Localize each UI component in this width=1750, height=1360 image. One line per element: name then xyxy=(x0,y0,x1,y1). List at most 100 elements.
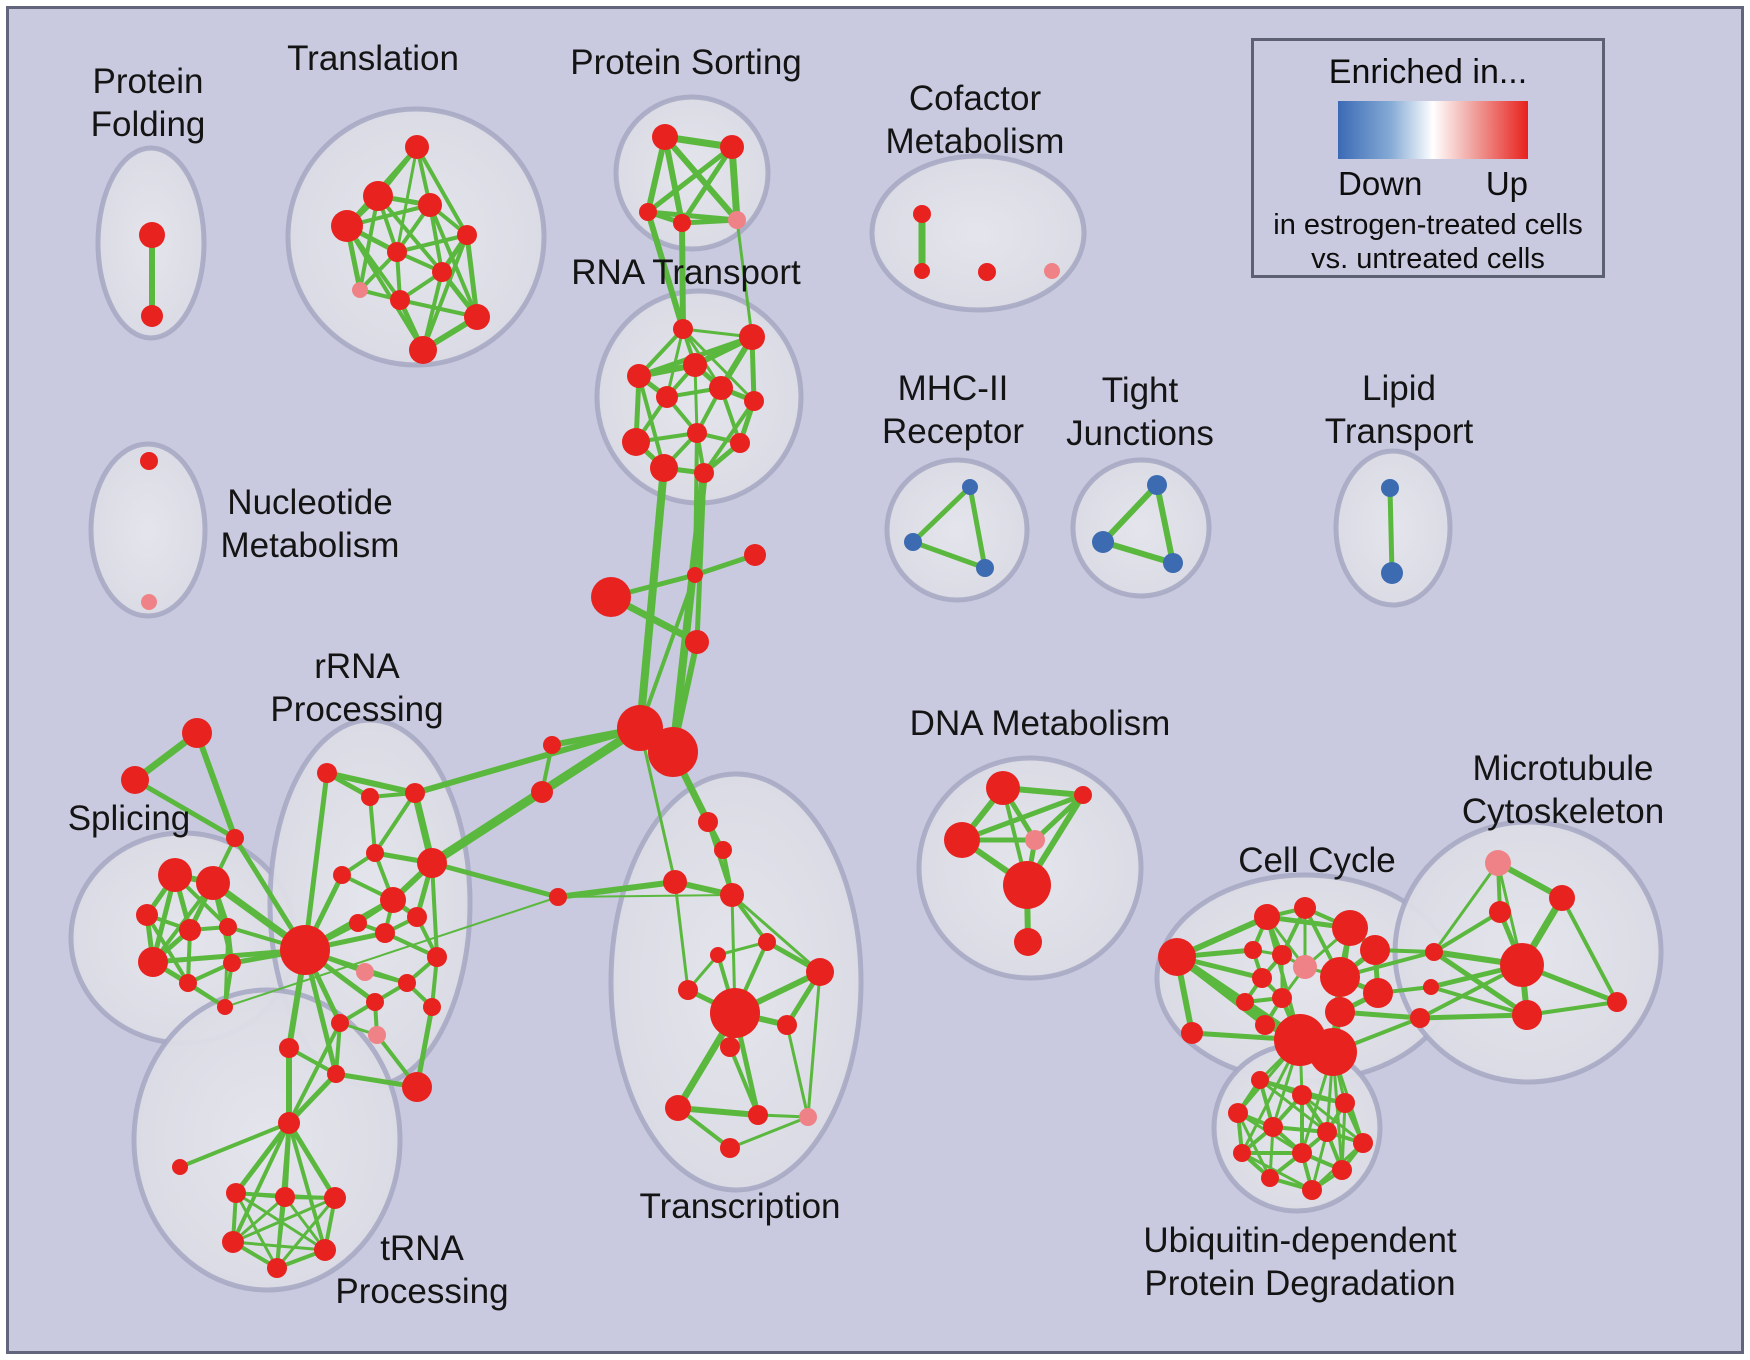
edge-trna_processing xyxy=(231,1196,337,1244)
cluster-label-protein_sorting: Protein Sorting xyxy=(570,43,802,82)
gene-set-node-down xyxy=(1163,553,1183,573)
cluster-label-ubiquitin_degradation: Ubiquitin-dependent Protein Degradation xyxy=(1143,1221,1457,1303)
edge-rna_transport xyxy=(702,399,756,475)
gene-set-node-up xyxy=(1294,897,1316,919)
gene-set-node-up xyxy=(1292,1143,1312,1163)
gene-set-node-up xyxy=(543,736,561,754)
gene-set-node-up xyxy=(464,304,490,330)
edge-translation xyxy=(395,145,419,254)
gene-set-node-up xyxy=(1236,993,1254,1011)
gene-set-node-up xyxy=(1309,1028,1357,1076)
gene-set-node-up xyxy=(333,866,351,884)
edge-link-microtubule_cytoskeleton-cell_cycle xyxy=(1432,861,1500,954)
edge-link-rna_transport-protein_sorting xyxy=(645,209,686,332)
gene-set-node-weak-up xyxy=(356,963,374,981)
gene-set-node-up xyxy=(363,181,393,211)
cluster-ellipse-mhc_ii_receptor xyxy=(884,457,1030,603)
gene-set-node-up xyxy=(219,918,237,936)
gene-set-node-up xyxy=(1423,979,1439,995)
gene-set-node-up xyxy=(1425,943,1443,961)
gene-set-node-up xyxy=(1549,885,1575,911)
gene-set-node-up xyxy=(141,305,163,327)
gene-set-node-up xyxy=(1272,988,1292,1008)
edge-link-rna_transport-free xyxy=(694,470,707,645)
cluster-label-nucleotide_metabolism: Nucleotide Metabolism xyxy=(221,483,400,565)
gene-set-node-up xyxy=(1332,1160,1352,1180)
gene-set-node-up xyxy=(678,980,698,1000)
gene-set-node-up xyxy=(457,225,477,245)
edge-microtubule_cytoskeleton xyxy=(1525,1000,1619,1017)
gene-set-node-up xyxy=(179,974,197,992)
gene-set-node-up xyxy=(663,870,687,894)
legend-axis-labels: Down Up xyxy=(1338,165,1528,203)
gene-set-node-up xyxy=(349,914,367,932)
cluster-label-lipid_transport: Lipid Transport xyxy=(1325,369,1474,451)
gene-set-node-up xyxy=(402,1072,432,1102)
gene-set-node-up xyxy=(139,222,165,248)
edge-trna_processing xyxy=(275,1195,287,1270)
gene-set-node-up xyxy=(1252,968,1272,988)
edge-rrna_processing xyxy=(430,861,439,959)
gene-set-node-weak-up xyxy=(799,1108,817,1126)
gene-set-node-up xyxy=(140,452,158,470)
gene-set-node-up xyxy=(709,376,733,400)
gene-set-node-up xyxy=(710,988,760,1038)
cluster-label-microtubule_cytoskeleton: Microtubule Cytoskeleton xyxy=(1462,749,1664,831)
gene-set-node-up xyxy=(1317,1122,1337,1142)
cluster-label-rrna_processing: rRNA Processing xyxy=(270,647,443,729)
gene-set-node-up xyxy=(222,1231,244,1253)
gene-set-node-weak-up xyxy=(368,1026,386,1044)
gene-set-node-up xyxy=(1003,861,1051,909)
cluster-label-dna_metabolism: DNA Metabolism xyxy=(910,704,1171,743)
edge-rrna_processing xyxy=(302,770,330,953)
gene-set-node-up xyxy=(1500,943,1544,987)
gene-set-node-up xyxy=(278,1112,300,1134)
gene-set-node-up xyxy=(366,993,384,1011)
edge-lipid_transport xyxy=(1387,485,1395,576)
gene-set-node-up xyxy=(423,998,441,1016)
cluster-label-trna_processing: tRNA Processing xyxy=(335,1229,508,1311)
gene-set-node-up xyxy=(1325,997,1355,1027)
gene-set-node-weak-up xyxy=(1485,850,1511,876)
edge-link-rna_transport-free xyxy=(693,431,699,577)
cluster-label-protein_folding: Protein Folding xyxy=(91,62,206,144)
cluster-ellipse-cofactor_metabolism xyxy=(869,153,1087,313)
gene-set-node-up xyxy=(673,214,691,232)
gene-set-node-up xyxy=(730,433,750,453)
gene-set-node-up xyxy=(390,290,410,310)
gene-set-node-up xyxy=(720,135,744,159)
gene-set-node-up xyxy=(744,391,764,411)
edge-link-rrna_processing-trna_processing xyxy=(286,1071,339,1126)
gene-set-node-up xyxy=(1489,901,1511,923)
edge-free xyxy=(194,730,238,841)
edge-link-cell_cycle-microtubule_cytoskeleton xyxy=(1431,949,1530,1018)
gene-set-node-down xyxy=(1092,531,1114,553)
legend-box: Enriched in... Down Up in estrogen-treat… xyxy=(1251,38,1605,278)
edge-tight_junctions xyxy=(1100,539,1176,566)
cluster-labels: Protein Folding Translation Protein Sorting… xyxy=(68,39,1664,1311)
gene-set-node-up xyxy=(622,428,650,456)
network-nodes xyxy=(121,124,1627,1278)
gene-set-node-up xyxy=(380,887,406,913)
legend-down-label: Down xyxy=(1338,165,1423,202)
gene-set-node-up xyxy=(196,866,230,900)
edge-translation xyxy=(345,224,425,352)
gene-set-node-up xyxy=(1292,1085,1312,1105)
gene-set-node-down xyxy=(904,533,922,551)
gene-set-node-weak-up xyxy=(141,594,157,610)
gene-set-node-up xyxy=(806,958,834,986)
gene-set-node-up xyxy=(720,1037,740,1057)
gene-set-node-up xyxy=(656,386,678,408)
cluster-ellipse-nucleotide_metabolism xyxy=(88,441,208,619)
gene-set-node-up xyxy=(1332,910,1368,946)
edge-translation xyxy=(421,233,469,352)
gene-set-node-weak-up xyxy=(352,282,368,298)
legend-caption-line1: in estrogen-treated cells xyxy=(1273,209,1583,241)
gene-set-node-up xyxy=(280,925,330,975)
gene-set-node-up xyxy=(739,324,765,350)
gene-set-node-up xyxy=(418,193,442,217)
edge-tight_junctions xyxy=(1154,482,1176,566)
edge-transcription xyxy=(728,1115,810,1150)
edge-trna_processing xyxy=(231,1121,291,1244)
